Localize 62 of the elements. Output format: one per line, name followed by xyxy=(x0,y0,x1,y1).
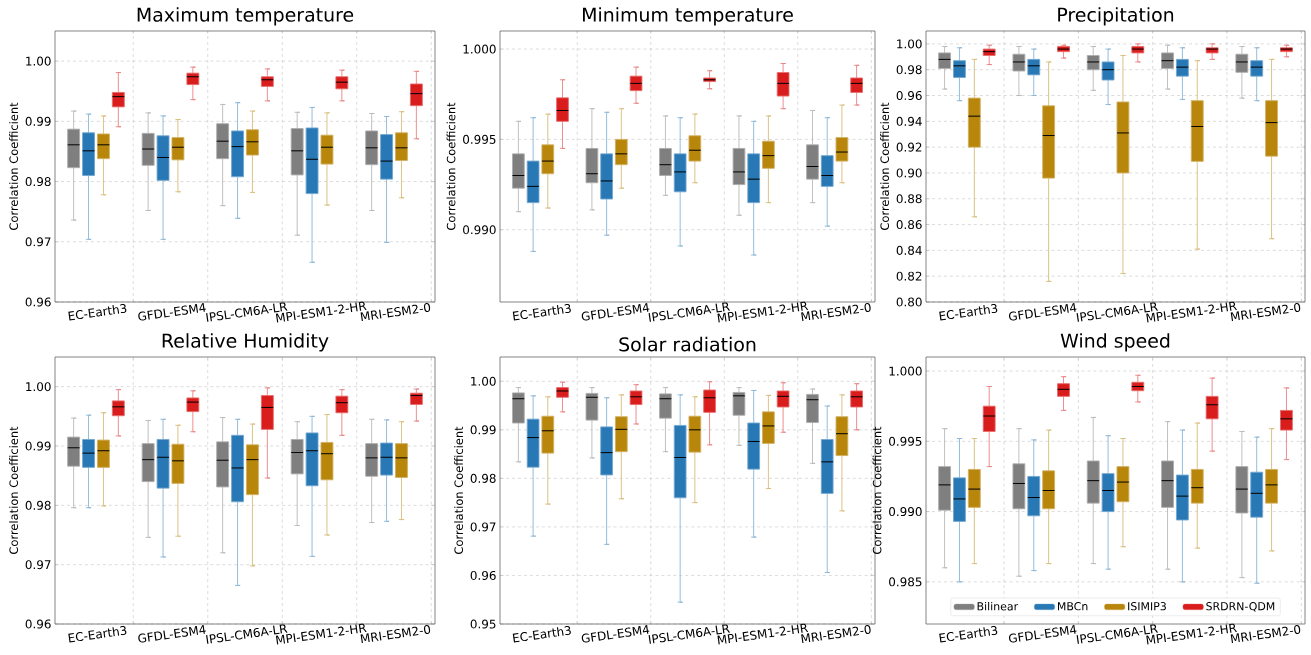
chart-title: Relative Humidity xyxy=(162,333,329,352)
y-tick-label: 0.98 xyxy=(25,177,51,187)
chart-title: Solar radiation xyxy=(619,336,756,352)
chart-title: Precipitation xyxy=(1058,7,1174,26)
y-axis-title: Correlation Coefficient xyxy=(872,426,882,554)
x-tick-label: GFDL-ESM4 xyxy=(1008,303,1077,321)
y-tick-label: 0.99 xyxy=(25,116,51,126)
y-tick-label: 0.98 xyxy=(470,473,496,483)
y-axis-title: Correlation Coefficient xyxy=(9,102,19,230)
x-tick-label: GFDL-ESM4 xyxy=(581,625,650,643)
x-tick-label: EC-Earth3 xyxy=(68,304,127,321)
legend-label: SRDRN-QDM xyxy=(1206,602,1275,612)
y-tick-label: 1.00 xyxy=(897,39,922,49)
chart-title: Minimum temperature xyxy=(583,7,793,26)
legend-label: MBCn xyxy=(1057,602,1088,611)
y-tick-label: 0.96 xyxy=(470,570,496,580)
x-tick-label: EC-Earth3 xyxy=(512,626,571,643)
y-tick-label: 0.88 xyxy=(896,194,922,204)
y-tick-label: 0.995 xyxy=(889,436,922,446)
x-tick-label: EC-Earth3 xyxy=(939,304,998,321)
y-tick-label: 1.000 xyxy=(889,366,922,376)
y-tick-label: 0.80 xyxy=(896,297,922,307)
y-axis-title: Correlation Coefficient xyxy=(880,102,890,230)
y-tick-label: 0.94 xyxy=(896,116,922,126)
y-tick-label: 0.95 xyxy=(470,619,496,629)
x-tick-label: EC-Earth3 xyxy=(68,626,127,643)
y-tick-label: 0.86 xyxy=(896,220,922,230)
y-tick-label: 1.00 xyxy=(471,376,496,386)
x-tick-label: GFDL-ESM4 xyxy=(1008,625,1077,643)
y-axis-title: Correlation Coefficient xyxy=(446,102,456,230)
y-tick-label: 0.84 xyxy=(896,245,922,255)
x-tick-label: EC-Earth3 xyxy=(939,626,998,643)
legend-label: Bilinear xyxy=(977,601,1019,611)
y-tick-label: 0.990 xyxy=(889,507,922,517)
y-tick-label: 0.97 xyxy=(25,560,51,570)
y-tick-label: 0.985 xyxy=(889,577,922,587)
y-tick-label: 0.96 xyxy=(25,297,51,307)
y-tick-label: 0.99 xyxy=(25,441,51,451)
y-tick-label: 0.82 xyxy=(896,271,922,281)
x-tick-label: EC-Earth3 xyxy=(512,304,571,321)
x-tick-label: GFDL-ESM4 xyxy=(581,303,650,321)
y-tick-label: 0.995 xyxy=(463,134,496,144)
y-tick-label: 0.97 xyxy=(25,237,51,247)
y-tick-label: 0.92 xyxy=(896,142,922,152)
x-tick-label: GFDL-ESM4 xyxy=(138,625,206,643)
x-tick-label: GFDL-ESM4 xyxy=(138,303,206,321)
y-tick-label: 1.000 xyxy=(463,44,496,54)
y-tick-label: 0.96 xyxy=(25,619,51,629)
y-tick-label: 0.90 xyxy=(896,168,922,178)
y-tick-label: 0.98 xyxy=(25,500,51,510)
y-tick-label: 0.99 xyxy=(470,425,496,435)
y-axis-title: Correlation Coefficient xyxy=(454,426,464,554)
legend-label: ISIMIP3 xyxy=(1128,602,1166,611)
chart-title: Wind speed xyxy=(1060,333,1170,352)
y-tick-label: 1.00 xyxy=(26,382,51,392)
y-tick-label: 0.97 xyxy=(470,522,496,532)
chart-title: Maximum temperature xyxy=(137,7,354,26)
y-tick-label: 0.96 xyxy=(896,91,922,101)
y-axis-title: Correlation Coefficient xyxy=(9,426,19,554)
y-tick-label: 0.98 xyxy=(896,65,922,75)
y-tick-label: 1.00 xyxy=(26,56,51,66)
y-tick-label: 0.990 xyxy=(463,225,496,235)
